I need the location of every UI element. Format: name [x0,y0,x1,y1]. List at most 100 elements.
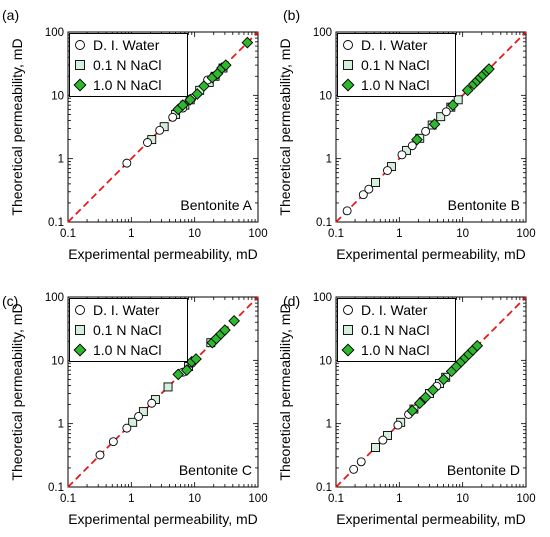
data-point [461,84,474,97]
legend-entry-label: 1.0 N NaCl [361,342,429,358]
panel-letter: (c) [2,293,18,309]
legend-entry-label: D. I. Water [361,37,428,53]
data-point [471,339,484,352]
data-point [383,431,392,440]
y-tick-label: 100 [45,27,64,39]
data-point [168,112,178,122]
data-point [413,397,426,410]
x-tick-label: 100 [248,493,267,505]
panel-annotation: Bentonite D [447,462,520,478]
data-point [383,166,392,175]
data-point [134,412,143,421]
chart-panel-3: 0.1 1 10 100 0.1 1 10 100 Experimental permeabil… [2,292,268,527]
data-point [483,63,495,75]
data-point [378,435,388,445]
data-point [155,125,165,135]
legend-marker [75,60,85,70]
legend: D. I. Water 0.1 N NaCl 1.0 N NaCl [69,33,188,97]
y-tick-label: 10 [319,90,332,102]
data-point [407,141,417,151]
y-tick-label: 0.1 [48,217,64,229]
data-point [241,36,254,49]
data-point [427,384,439,396]
legend-marker [75,325,85,335]
data-point [349,464,359,474]
data-point [453,95,463,105]
panel-letter: (b) [283,7,300,23]
y-axis-label: Theoretical permeability, mD [277,38,293,215]
y-tick-label: 100 [313,292,332,304]
data-point [95,450,105,460]
data-point [437,373,450,386]
x-tick-label: 1 [396,228,402,240]
legend-marker [75,305,85,315]
x-tick-label: 0.1 [328,493,344,505]
y-tick-label: 0.1 [316,217,332,229]
y-tick-label: 1 [58,419,64,431]
legend-entry-label: 1.0 N NaCl [93,342,161,358]
x-tick-label: 10 [188,493,201,505]
y-tick-label: 1 [326,419,332,431]
data-point [143,138,152,147]
legend: D. I. Water 0.1 N NaCl 1.0 N NaCl [337,33,456,97]
legend-marker [341,343,355,357]
legend-entry-label: 0.1 N NaCl [93,57,161,73]
data-point [122,158,132,168]
data-point [436,112,446,122]
panel-annotation: Bentonite B [448,197,520,213]
y-axis-label: Theoretical permeability, mD [277,303,293,480]
x-tick-label: 1 [128,228,134,240]
data-point [180,364,193,376]
chart-panel-4: 0.1 1 10 100 0.1 1 10 100 Experimental permeabil… [277,292,536,527]
data-point [371,178,380,187]
x-tick-label: 1 [128,493,134,505]
data-point [172,368,185,381]
series-diamond [411,63,495,146]
chart-panel-1: 0.1 1 10 100 0.1 1 10 100 Experimental permeabil… [2,7,268,262]
data-point [356,457,366,467]
y-axis-label: Theoretical permeability, mD [9,38,25,215]
x-tick-label: 10 [456,493,469,505]
data-point [358,190,368,200]
legend: D. I. Water 0.1 N NaCl 1.0 N NaCl [337,298,456,362]
data-point [419,391,432,404]
legend: D. I. Water 0.1 N NaCl 1.0 N NaCl [69,298,188,362]
legend-box [69,298,188,362]
data-point [411,133,423,146]
legend-box [69,33,188,97]
data-point [421,126,431,136]
data-point [371,443,380,452]
y-tick-label: 10 [319,355,332,367]
data-point [122,423,132,433]
series-diamond [406,339,484,417]
x-axis-label: Experimental permeability, mD [68,511,258,527]
chart-panel-2: 0.1 1 10 100 0.1 1 10 100 Experimental permeabil… [277,7,536,262]
data-point [447,99,459,111]
legend-marker [343,305,353,315]
data-point [138,407,148,417]
panel-annotation: Bentonite C [179,462,252,478]
x-tick-label: 0.1 [60,228,76,240]
x-axis-label: Experimental permeability, mD [336,246,526,262]
data-point [364,184,374,194]
legend-entry-label: 0.1 N NaCl [361,57,429,73]
legend-entry-label: 0.1 N NaCl [93,322,161,338]
data-point [198,80,210,92]
y-tick-label: 1 [58,154,64,166]
legend-box [337,33,456,97]
data-point [163,382,173,392]
legend-box [337,298,456,362]
data-point [219,59,232,71]
data-point [406,404,419,417]
y-tick-label: 1 [326,154,332,166]
legend-entry-label: D. I. Water [93,37,160,53]
x-tick-label: 100 [248,228,267,240]
x-tick-label: 10 [188,228,201,240]
legend-entry-label: 1.0 N NaCl [361,77,429,93]
legend-marker [341,78,355,92]
y-tick-label: 0.1 [48,482,64,494]
legend-entry-label: 0.1 N NaCl [361,322,429,338]
data-point [108,437,118,447]
legend-marker [343,60,353,70]
